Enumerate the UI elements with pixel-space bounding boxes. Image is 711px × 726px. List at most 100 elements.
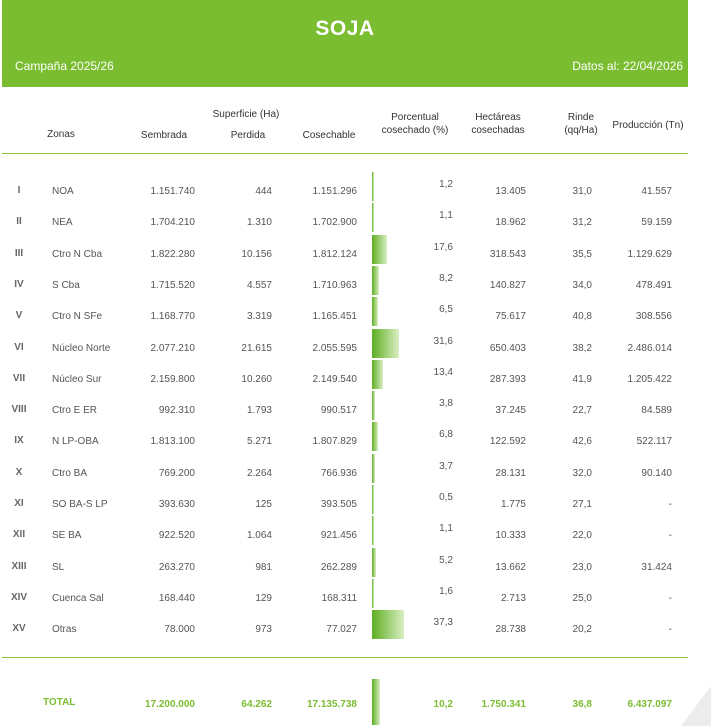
cell-cosechable: 2.055.595 <box>312 342 358 354</box>
cell-perdida: 10.260 <box>241 373 272 385</box>
table-row: III Ctro N Cba 1.822.280 10.156 1.812.124 17,… <box>0 234 711 266</box>
total-produccion: 6.437.097 <box>627 699 673 710</box>
cell-pct: 1,6 <box>439 585 453 597</box>
cell-pct: 8,2 <box>439 272 453 284</box>
table-row: IV S Cba 1.715.520 4.557 1.710.963 8,2 140.827… <box>0 265 711 297</box>
cell-produccion: 31.424 <box>641 561 672 573</box>
zone-number: XIV <box>10 591 28 603</box>
pct-bar <box>372 359 384 389</box>
cell-rinde: 38,2 <box>572 342 592 354</box>
pct-bar <box>372 234 388 264</box>
cell-pct: 17,6 <box>433 241 453 253</box>
col-header-hectareas: Hectáreas cosechadas <box>463 111 533 137</box>
cell-cosechable: 262.289 <box>320 561 357 573</box>
cell-pct: 3,7 <box>439 460 453 472</box>
cell-sembrada: 1.704.210 <box>150 217 196 229</box>
total-pct: 10,2 <box>433 699 453 710</box>
cell-cosechable: 77.027 <box>326 624 357 636</box>
zone-number: IV <box>14 278 24 290</box>
zone-name: Cuenca Sal <box>52 592 104 604</box>
cell-cosechable: 1.807.829 <box>312 436 358 448</box>
table-row: XII SE BA 922.520 1.064 921.456 1,1 10.333 22,0… <box>0 516 711 547</box>
cell-perdida: 973 <box>255 624 272 636</box>
zone-name: Otras <box>52 624 77 636</box>
zone-name: N LP-OBA <box>52 436 99 448</box>
header-divider <box>2 153 688 154</box>
cell-perdida: 2.264 <box>246 467 272 479</box>
cell-sembrada: 1.168.770 <box>150 311 196 323</box>
page-corner-decoration <box>681 686 711 726</box>
cell-produccion: - <box>668 592 672 604</box>
zone-name: Núcleo Norte <box>52 342 111 354</box>
cell-hectareas: 37.245 <box>495 405 526 417</box>
zone-number: VII <box>12 372 26 384</box>
pct-bar <box>372 422 378 452</box>
cell-perdida: 5.271 <box>246 436 272 448</box>
zone-number: XIII <box>11 560 27 572</box>
table-row: II NEA 1.704.210 1.310 1.702.900 1,1 18.962 31,… <box>0 203 711 234</box>
cell-cosechable: 1.812.124 <box>312 248 358 260</box>
table-row: V Ctro N SFe 1.168.770 3.319 1.165.451 6,5 75.… <box>0 297 711 328</box>
pct-bar <box>372 391 376 421</box>
cell-sembrada: 2.159.800 <box>150 373 196 385</box>
cell-cosechable: 921.456 <box>320 530 357 542</box>
cell-rinde: 22,0 <box>572 530 592 542</box>
cell-perdida: 3.319 <box>246 311 272 323</box>
cell-rinde: 40,8 <box>572 311 592 323</box>
cell-cosechable: 393.505 <box>320 499 357 510</box>
zone-name: Ctro BA <box>52 467 88 479</box>
cell-produccion: 90.140 <box>641 467 672 479</box>
col-header-rinde: Rinde (qq/Ha) <box>556 111 606 137</box>
zone-number: VI <box>14 341 24 353</box>
pct-bar <box>372 328 400 358</box>
total-row: TOTAL 17.200.000 64.262 17.135.738 10,2 … <box>0 679 711 725</box>
total-cosechable: 17.135.738 <box>306 699 357 710</box>
cell-sembrada: 78.000 <box>164 624 195 636</box>
cell-perdida: 981 <box>255 561 272 573</box>
table-row: XI SO BA-S LP 393.630 125 393.505 0,5 1.775 27,… <box>0 485 711 516</box>
cell-hectareas: 13.662 <box>495 561 526 573</box>
pct-bar <box>372 485 374 514</box>
table-row: I NOA 1.151.740 444 1.151.296 1,2 13.405 31,0 41… <box>0 172 711 203</box>
cell-produccion: 41.557 <box>641 186 672 197</box>
cell-cosechable: 1.702.900 <box>312 217 358 229</box>
cell-sembrada: 263.270 <box>158 561 195 573</box>
cell-hectareas: 13.405 <box>495 186 526 197</box>
zone-name: NOA <box>52 186 74 197</box>
zone-number: XI <box>14 498 24 509</box>
total-label: TOTAL <box>43 697 76 708</box>
cell-rinde: 22,7 <box>572 405 592 417</box>
zone-number: XII <box>12 529 26 541</box>
campaign-label: Campaña 2025/26 <box>15 59 114 73</box>
col-header-porcentual: Porcentual cosechado (%) <box>375 111 455 137</box>
zone-number: II <box>16 216 22 228</box>
cell-pct: 5,2 <box>439 554 453 566</box>
cell-pct: 13,4 <box>433 366 453 378</box>
pct-bar <box>372 610 404 640</box>
total-hectareas: 1.750.341 <box>481 699 527 710</box>
col-header-rinde-line1: Rinde <box>567 112 595 123</box>
cell-rinde: 41,9 <box>572 373 592 385</box>
cell-perdida: 1.793 <box>246 405 272 417</box>
cell-rinde: 35,5 <box>572 248 592 260</box>
cell-perdida: 4.557 <box>246 279 272 291</box>
col-header-produccion: Producción (Tn) <box>612 120 684 131</box>
col-header-hectareas-line1: Hectáreas <box>475 112 521 123</box>
col-header-porcentual-line1: Porcentual <box>391 112 439 123</box>
cell-rinde: 31,0 <box>572 186 592 197</box>
zone-number: I <box>17 185 21 196</box>
cell-perdida: 1.064 <box>246 530 272 542</box>
cell-hectareas: 10.333 <box>495 530 526 542</box>
col-header-perdida: Perdida <box>230 130 266 141</box>
cell-rinde: 34,0 <box>572 279 592 291</box>
pct-bar <box>372 516 374 546</box>
cell-cosechable: 1.165.451 <box>312 311 358 323</box>
cell-hectareas: 318.543 <box>489 248 526 260</box>
zone-name: NEA <box>52 217 73 229</box>
cell-sembrada: 393.630 <box>158 499 195 510</box>
table-row: X Ctro BA 769.200 2.264 766.936 3,7 28.131 32,0… <box>0 453 711 485</box>
cell-cosechable: 766.936 <box>320 467 357 479</box>
cell-hectareas: 75.617 <box>495 311 526 323</box>
cell-perdida: 21.615 <box>241 342 272 354</box>
cell-sembrada: 992.310 <box>158 405 195 417</box>
